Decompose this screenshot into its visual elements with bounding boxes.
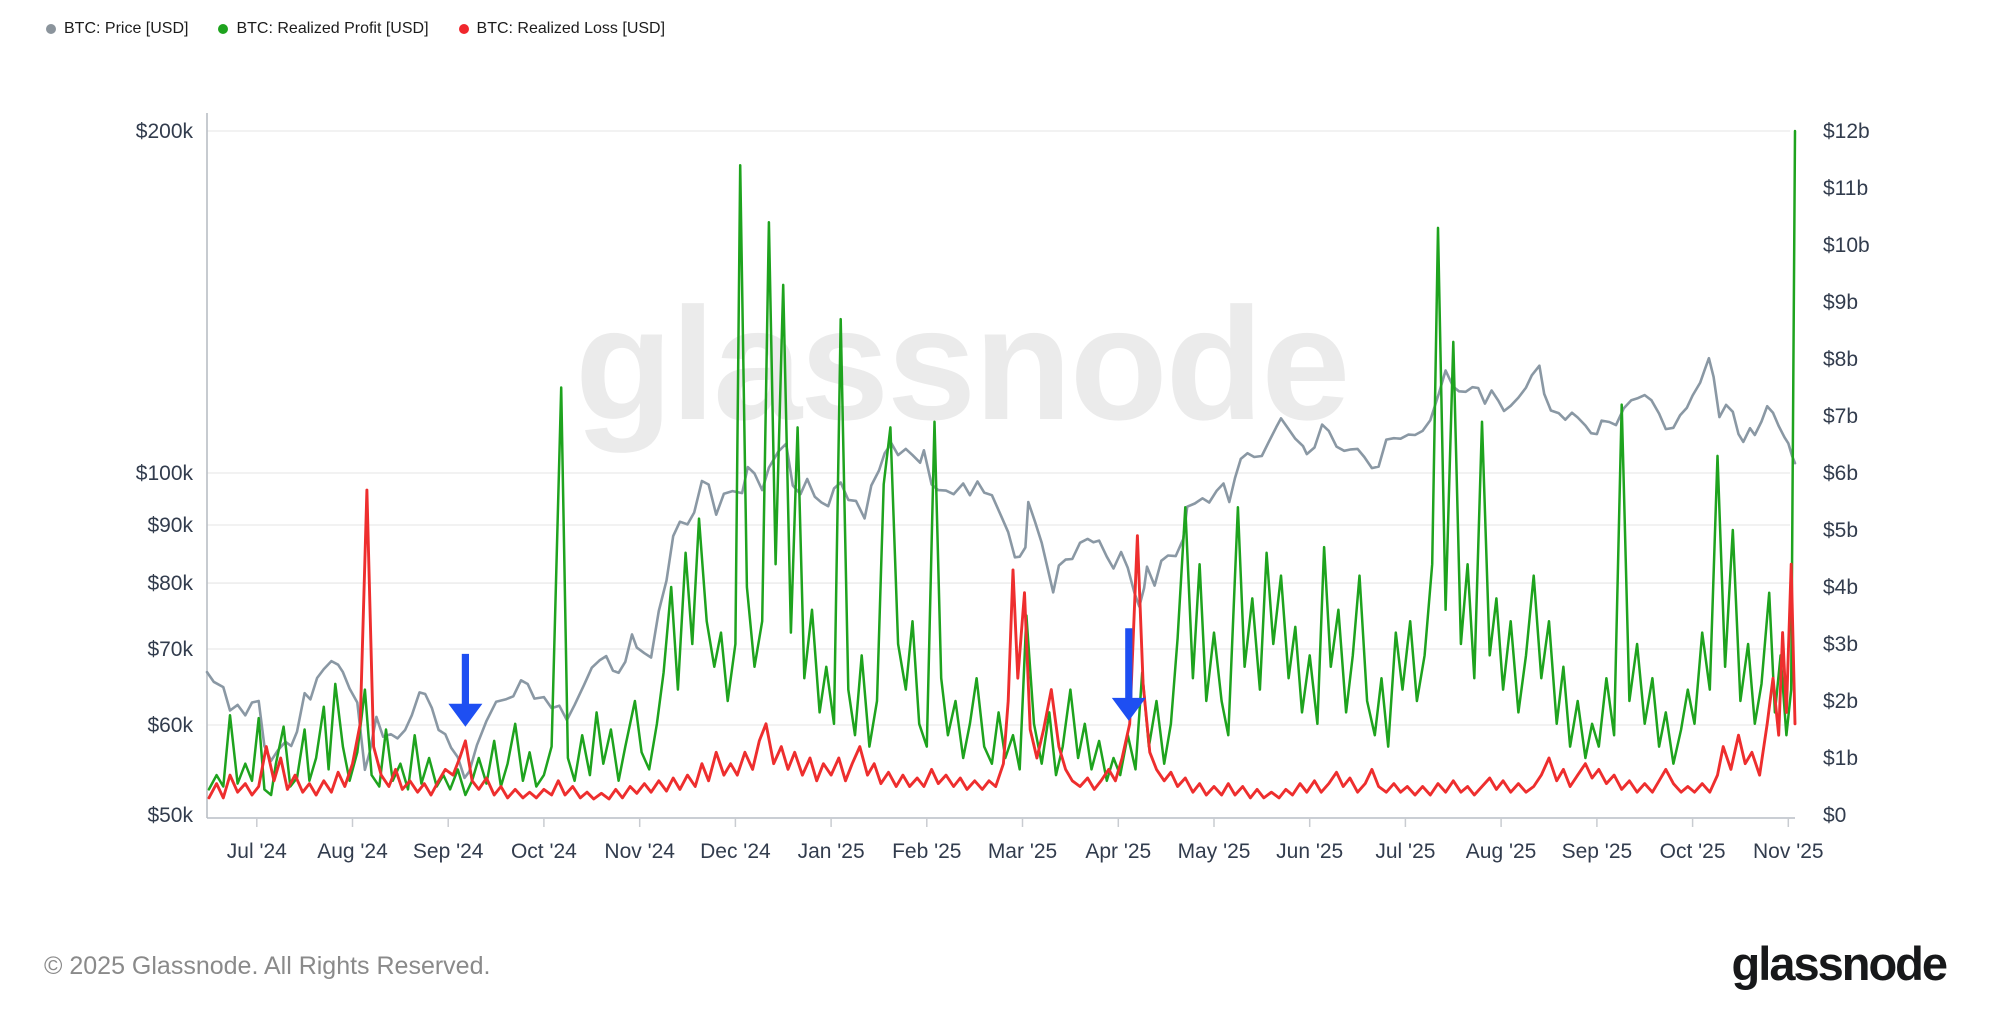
y-right-tick-label: $7b <box>1823 405 1858 428</box>
legend-item-realized-loss[interactable]: BTC: Realized Loss [USD] <box>458 20 666 38</box>
x-tick-label: Jul '25 <box>1375 840 1435 863</box>
x-tick-label: Nov '25 <box>1753 840 1824 863</box>
x-axis-ticks: Jul '24 Aug '24 Sep '24 Oct '24 Nov '24 Dec '… <box>227 818 1824 863</box>
y-right-tick-label: $9b <box>1823 291 1858 314</box>
x-tick-label: Aug '24 <box>317 840 388 863</box>
x-tick-label: Oct '25 <box>1660 840 1726 863</box>
y-right-tick-label: $1b <box>1823 747 1858 770</box>
y-right-tick-label: $6b <box>1823 462 1858 485</box>
annotation-arrow-down <box>448 653 483 727</box>
realized-loss-line <box>207 488 1797 801</box>
y-right-tick-label: $5b <box>1823 519 1858 542</box>
y-right-tick-label: $2b <box>1823 690 1858 713</box>
x-tick-label: Sep '24 <box>413 840 484 863</box>
x-tick-label: Jul '24 <box>227 840 287 863</box>
x-tick-label: Mar '25 <box>988 840 1057 863</box>
y-left-tick-label: $50k <box>147 804 193 827</box>
x-tick-label: Feb '25 <box>892 840 961 863</box>
realized-profit-line <box>207 129 1797 797</box>
y-left-tick-label: $60k <box>147 714 193 737</box>
y-right-tick-label: $10b <box>1823 234 1870 257</box>
legend-label-realized-loss: BTC: Realized Loss [USD] <box>476 20 666 37</box>
y-right-labels: $12b $11b $10b $9b $8b $7b $6b $5b $4b $3b $2b $1b $… <box>1823 120 1870 827</box>
y-right-tick-label: $11b <box>1823 177 1868 200</box>
y-left-tick-label: $200k <box>136 120 194 143</box>
y-left-tick-label: $90k <box>147 514 193 537</box>
glassnode-logo[interactable]: glassnode <box>1731 937 1948 990</box>
copyright-text: © 2025 Glassnode. All Rights Reserved. <box>44 952 491 980</box>
x-tick-label: Nov '24 <box>604 840 675 863</box>
x-tick-label: Oct '24 <box>511 840 577 863</box>
price-series-dot-icon <box>46 24 56 34</box>
y-left-tick-label: $100k <box>136 462 194 485</box>
x-tick-label: Apr '25 <box>1085 840 1151 863</box>
x-tick-label: Aug '25 <box>1466 840 1537 863</box>
x-tick-label: Sep '25 <box>1562 840 1633 863</box>
legend-label-realized-profit: BTC: Realized Profit [USD] <box>236 20 429 37</box>
glassnode-watermark: glassnode <box>575 274 1350 453</box>
y-right-tick-label: $3b <box>1823 633 1858 656</box>
profit-series-dot-icon <box>218 24 229 34</box>
x-tick-label: May '25 <box>1178 840 1251 863</box>
chart-legend: BTC: Price [USD] BTC: Realized Profit [U… <box>46 20 665 38</box>
x-tick-label: Jan '25 <box>798 840 865 863</box>
loss-series-dot-icon <box>458 24 469 34</box>
axis-lines <box>206 113 1795 819</box>
y-right-tick-label: $0 <box>1823 804 1846 827</box>
annotation-arrow-down <box>1111 628 1146 721</box>
gridlines <box>207 130 1790 726</box>
y-right-tick-label: $8b <box>1823 348 1858 371</box>
y-left-tick-label: $80k <box>147 572 193 595</box>
y-left-labels: $200k $100k $90k $80k $70k $60k $50k <box>136 120 194 827</box>
y-right-tick-label: $12b <box>1823 120 1870 143</box>
x-tick-label: Jun '25 <box>1276 840 1343 863</box>
legend-item-realized-profit[interactable]: BTC: Realized Profit [USD] <box>218 20 429 38</box>
x-tick-label: Dec '24 <box>700 840 771 863</box>
y-right-tick-label: $4b <box>1823 576 1858 599</box>
legend-item-price[interactable]: BTC: Price [USD] <box>46 20 188 38</box>
y-left-tick-label: $70k <box>147 638 193 661</box>
legend-label-price: BTC: Price [USD] <box>64 20 189 37</box>
